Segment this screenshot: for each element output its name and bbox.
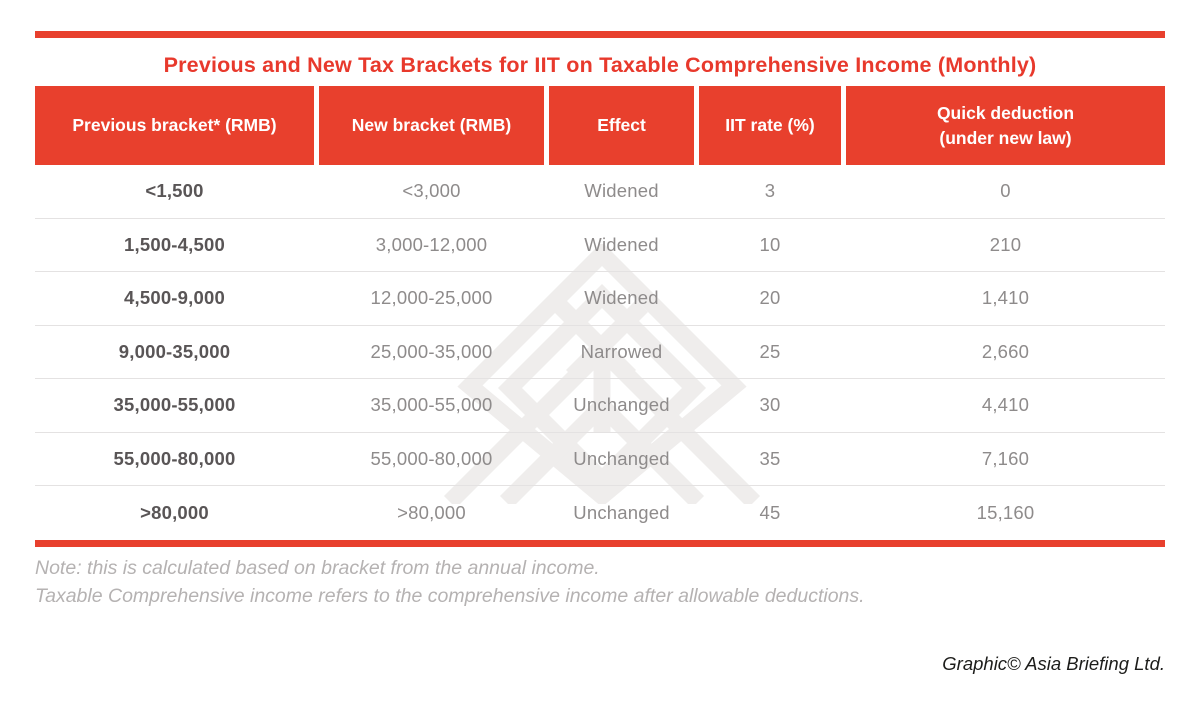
cell-effect: Widened	[584, 287, 659, 309]
cell-previous-bracket: 35,000-55,000	[113, 394, 236, 416]
table-row: >80,000 >80,000 Unchanged 45 15,160	[35, 486, 1165, 540]
cell-new-bracket: 25,000-35,000	[370, 340, 493, 362]
cell-iit-rate: 35	[759, 447, 781, 469]
header-previous-bracket: Previous bracket* (RMB)	[35, 86, 314, 165]
cell-new-bracket: <3,000	[402, 180, 461, 202]
header-new-bracket: New bracket (RMB)	[319, 86, 544, 165]
cell-new-bracket: 3,000-12,000	[375, 233, 488, 255]
header-quick-deduction: Quick deduction (under new law)	[846, 86, 1165, 165]
cell-previous-bracket: 4,500-9,000	[124, 287, 225, 309]
footnote: Note: this is calculated based on bracke…	[35, 554, 1165, 610]
cell-quick-deduction: 15,160	[976, 501, 1035, 523]
cell-iit-rate: 30	[759, 394, 781, 416]
cell-effect: Widened	[584, 233, 659, 255]
cell-new-bracket: 55,000-80,000	[370, 447, 493, 469]
cell-effect: Narrowed	[580, 340, 663, 362]
table-row: 35,000-55,000 35,000-55,000 Unchanged 30…	[35, 379, 1165, 433]
cell-previous-bracket: <1,500	[145, 180, 204, 202]
cell-iit-rate: 45	[759, 501, 781, 523]
table-header-row: Previous bracket* (RMB) New bracket (RMB…	[35, 86, 1165, 165]
table-row: <1,500 <3,000 Widened 3 0	[35, 165, 1165, 219]
table-row: 4,500-9,000 12,000-25,000 Widened 20 1,4…	[35, 272, 1165, 326]
table-row: 55,000-80,000 55,000-80,000 Unchanged 35…	[35, 433, 1165, 486]
table-row: 1,500-4,500 3,000-12,000 Widened 10 210	[35, 219, 1165, 272]
cell-effect: Widened	[584, 180, 659, 202]
cell-effect: Unchanged	[573, 447, 670, 469]
cell-iit-rate: 10	[759, 233, 781, 255]
graphic-attribution: Graphic© Asia Briefing Ltd.	[942, 653, 1165, 674]
header-iit-rate: IIT rate (%)	[699, 86, 841, 165]
footnote-line-1: Note: this is calculated based on bracke…	[35, 557, 600, 579]
cell-previous-bracket: 55,000-80,000	[113, 447, 236, 469]
cell-new-bracket: >80,000	[397, 501, 466, 523]
cell-new-bracket: 12,000-25,000	[370, 287, 493, 309]
cell-quick-deduction: 0	[1000, 180, 1011, 202]
cell-quick-deduction: 4,410	[981, 394, 1030, 416]
cell-iit-rate: 20	[759, 287, 781, 309]
cell-new-bracket: 35,000-55,000	[370, 394, 493, 416]
header-effect: Effect	[549, 86, 694, 165]
cell-quick-deduction: 1,410	[981, 287, 1030, 309]
cell-quick-deduction: 7,160	[981, 447, 1030, 469]
cell-quick-deduction: 210	[989, 233, 1022, 255]
cell-effect: Unchanged	[573, 394, 670, 416]
table-row: 9,000-35,000 25,000-35,000 Narrowed 25 2…	[35, 326, 1165, 379]
table-body: <1,500 <3,000 Widened 3 0 1,500-4,500 3,…	[35, 165, 1165, 540]
cell-previous-bracket: 9,000-35,000	[118, 340, 231, 362]
asia-briefing-logo-watermark-icon	[443, 244, 761, 504]
cell-iit-rate: 3	[764, 180, 776, 202]
cell-iit-rate: 25	[759, 340, 781, 362]
footnote-line-2: Taxable Comprehensive income refers to t…	[35, 585, 865, 607]
top-accent-bar	[35, 31, 1165, 38]
cell-quick-deduction: 2,660	[981, 340, 1030, 362]
cell-effect: Unchanged	[573, 501, 670, 523]
cell-previous-bracket: >80,000	[140, 501, 209, 523]
page-title: Previous and New Tax Brackets for IIT on…	[163, 52, 1037, 77]
bottom-accent-bar	[35, 540, 1165, 547]
cell-previous-bracket: 1,500-4,500	[124, 233, 225, 255]
